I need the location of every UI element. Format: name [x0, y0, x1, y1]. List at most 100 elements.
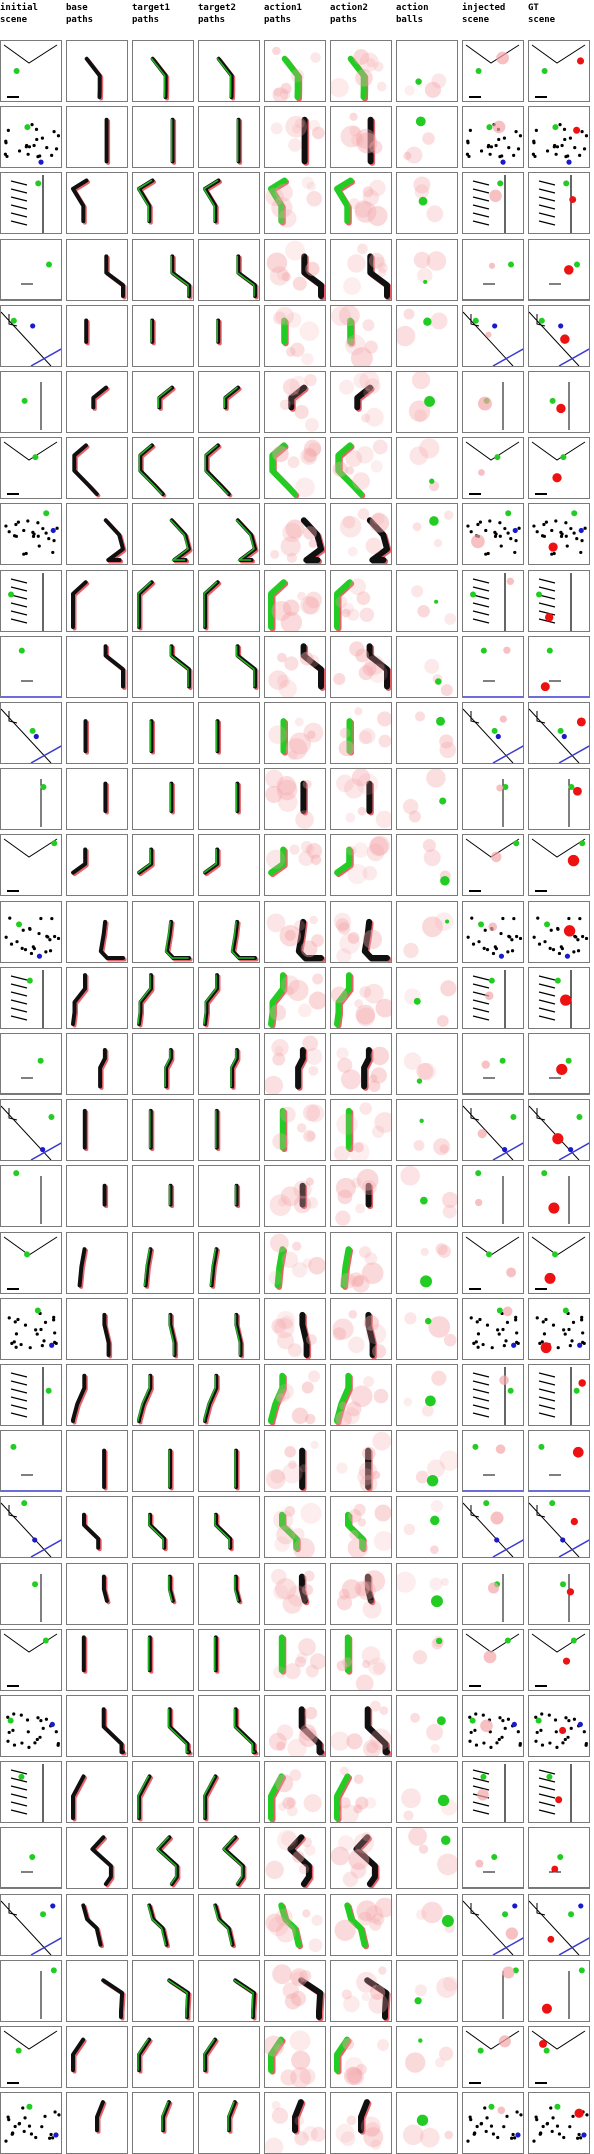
- heat-blob: [310, 52, 321, 63]
- column-header-gt-scene: GT scene: [528, 3, 556, 25]
- heat-blob: [369, 837, 389, 857]
- path-trace: [215, 719, 221, 755]
- path-trace: [209, 1246, 220, 1289]
- heat-blob: [340, 2131, 356, 2147]
- scene-layout: [502, 382, 504, 430]
- thumbnail: [331, 971, 391, 1028]
- heat-blob: [336, 774, 354, 793]
- cell-action2-paths: [330, 503, 392, 566]
- path-trace: [354, 384, 375, 412]
- heat-blob: [278, 1802, 287, 1812]
- heat-blob: [403, 1052, 422, 1070]
- heat-blob: [356, 446, 374, 464]
- heat-blob: [302, 1908, 311, 1918]
- injected-ball: [499, 1375, 509, 1386]
- thumbnail: [413, 250, 447, 284]
- column-header-action2-paths: action2 paths: [330, 3, 368, 25]
- path-trace: [365, 1447, 373, 1492]
- action-ball: [440, 876, 450, 886]
- thumbnail: [465, 1633, 520, 1687]
- cell-action2-paths: [330, 1364, 392, 1426]
- path-trace: [156, 1835, 181, 1888]
- thumbnail: [403, 1500, 443, 1555]
- cell-action-balls: [396, 40, 458, 102]
- cell-target2-paths: [198, 1695, 260, 1757]
- heat-blob: [271, 1568, 287, 1585]
- thumbnail: [1, 1500, 61, 1558]
- red-ball: [552, 1133, 564, 1145]
- thumbnail: [71, 847, 89, 877]
- green-ball: [32, 1580, 39, 1587]
- heat-blob: [272, 1052, 286, 1066]
- blue-ball: [36, 953, 43, 959]
- heat-blob: [362, 866, 378, 881]
- cell-target1-paths: [132, 768, 194, 831]
- green-ball: [549, 1500, 556, 1507]
- heat-blob: [276, 1331, 295, 1350]
- heat-blob: [355, 1204, 366, 1214]
- heat-blob: [368, 1080, 381, 1093]
- heat-blob: [403, 1810, 414, 1821]
- heat-blob: [280, 1186, 301, 1207]
- thumbnail: [82, 1513, 102, 1552]
- green-ball: [16, 921, 23, 928]
- thumbnail: [1, 311, 61, 366]
- green-ball: [552, 1250, 559, 1257]
- cell-target1-paths: [132, 1893, 194, 1956]
- green-ball: [573, 1387, 580, 1394]
- cell-injected-scene: [462, 1628, 524, 1691]
- thumbnail: [101, 1574, 111, 1604]
- red-ball: [576, 717, 586, 727]
- path-trace: [298, 1977, 325, 2021]
- thumbnail: [149, 719, 155, 755]
- thumbnail: [535, 1307, 586, 1353]
- heat-blob: [284, 1506, 296, 1517]
- thumbnail: [3, 838, 58, 893]
- cell-target1-paths: [132, 1959, 194, 2022]
- heat-blob: [274, 1536, 290, 1553]
- thumbnail: [336, 1634, 387, 1690]
- cell-gt-scene: [528, 1231, 590, 1294]
- cell-initial-scene: [0, 1959, 62, 2022]
- cell-gt-scene: [528, 2092, 590, 2154]
- heat-blob: [345, 450, 363, 468]
- cell-injected-scene: [462, 1231, 524, 1294]
- thumbnail: [169, 781, 175, 815]
- cell-injected-scene: [462, 304, 524, 367]
- cell-gt-scene: [528, 1033, 590, 1095]
- heat-blob: [418, 1062, 436, 1081]
- heat-blob: [371, 1471, 381, 1480]
- thumbnail: [415, 1450, 457, 1487]
- heat-blob: [361, 1992, 371, 2001]
- thumbnail: [272, 46, 321, 101]
- heat-blob: [288, 138, 302, 152]
- heat-blob: [361, 1261, 384, 1284]
- cell-action-balls: [396, 1628, 458, 1691]
- heat-blob: [426, 769, 446, 788]
- scene-layout: [1, 680, 61, 697]
- thumbnail: [10, 1764, 44, 1823]
- green-ball: [480, 647, 487, 654]
- path-trace: [148, 1513, 168, 1552]
- thumbnail: [463, 311, 523, 366]
- heat-blob: [353, 1833, 374, 1854]
- injected-ball: [490, 1511, 504, 1525]
- path-trace: [268, 177, 289, 226]
- red-ball: [539, 2039, 547, 2048]
- cell-action2-paths: [330, 371, 392, 433]
- heat-blob: [372, 1344, 387, 1359]
- heat-blob: [310, 2126, 325, 2143]
- scene-layout: [532, 2106, 589, 2143]
- heat-blob: [311, 933, 324, 947]
- green-ball: [37, 1057, 44, 1064]
- green-ball: [535, 1717, 542, 1724]
- heat-blob: [332, 1327, 346, 1341]
- thumbnail: [404, 73, 447, 98]
- scene-layout: [465, 441, 520, 496]
- heat-blob: [353, 1774, 364, 1785]
- thumbnail: [265, 2099, 325, 2154]
- injected-ball: [491, 852, 502, 863]
- green-ball: [538, 317, 545, 324]
- green-ball: [478, 921, 485, 928]
- green-ball: [549, 397, 556, 404]
